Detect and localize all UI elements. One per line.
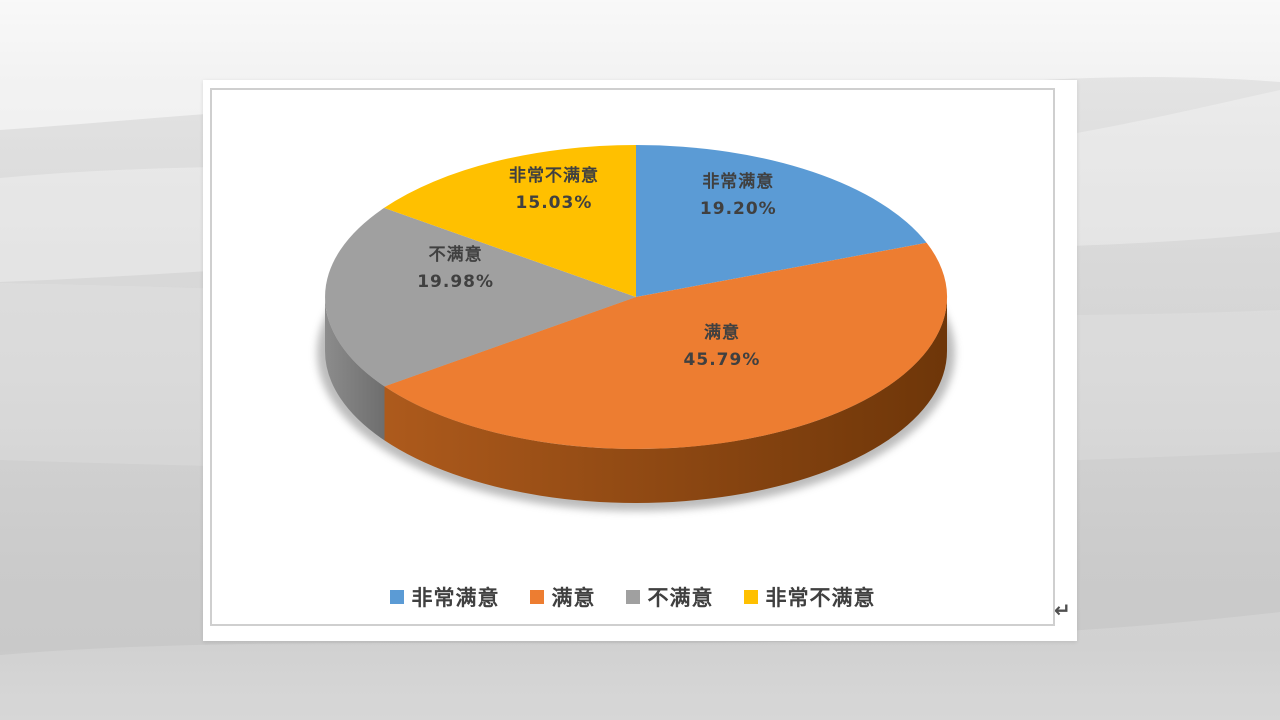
legend-swatch-icon [743, 590, 758, 604]
legend-label: 不满意 [647, 586, 714, 610]
pie-label-percent: 15.03% [515, 193, 593, 214]
paragraph-mark: ↵ [1054, 598, 1071, 622]
pie-label-3: 非常不满意 15.03% [509, 163, 599, 217]
legend-swatch-icon [529, 590, 544, 604]
plot-area: 非常满意 19.20% 满意 45.79% 不满意 19.98% 非常不满意 15.03% [212, 90, 1053, 624]
pie-label-1: 满意 45.79% [684, 320, 761, 374]
pie-slice-0[interactable] [636, 145, 927, 297]
pie-slice-2[interactable] [325, 207, 636, 387]
pie-label-category: 非常满意 [702, 172, 775, 193]
legend-item-3[interactable]: 非常不满意 [743, 582, 876, 612]
pie-label-category: 非常不满意 [508, 166, 599, 187]
legend-item-2[interactable]: 不满意 [625, 582, 714, 612]
pie-wall-2[interactable] [325, 297, 385, 441]
pie-wall-1[interactable] [384, 297, 948, 503]
chart-legend: 非常满意 满意 不满意 非常不满意 [212, 582, 1053, 612]
legend-label: 非常满意 [411, 586, 500, 610]
pie-slice-3[interactable] [384, 145, 636, 297]
pie-label-percent: 19.98% [417, 272, 495, 293]
legend-item-0[interactable]: 非常满意 [389, 582, 500, 612]
pie-label-0: 非常满意 19.20% [700, 169, 777, 223]
pie-slice-1[interactable] [384, 242, 948, 450]
pie-label-percent: 19.20% [699, 199, 777, 220]
pie-label-category: 满意 [703, 322, 740, 343]
legend-swatch-icon [389, 590, 404, 604]
legend-label: 满意 [551, 586, 596, 610]
document-page: 非常满意 19.20% 满意 45.79% 不满意 19.98% 非常不满意 15.03% 非… [203, 80, 1077, 641]
pie-label-category: 不满意 [428, 245, 483, 266]
legend-item-1[interactable]: 满意 [529, 582, 596, 612]
legend-label: 非常不满意 [765, 586, 876, 610]
legend-swatch-icon [625, 590, 640, 604]
pie-3d[interactable] [212, 90, 1053, 624]
pie-label-percent: 45.79% [683, 349, 761, 370]
pie-label-2: 不满意 19.98% [417, 242, 494, 296]
chart-object[interactable]: 非常满意 19.20% 满意 45.79% 不满意 19.98% 非常不满意 15.03% 非… [210, 88, 1055, 626]
